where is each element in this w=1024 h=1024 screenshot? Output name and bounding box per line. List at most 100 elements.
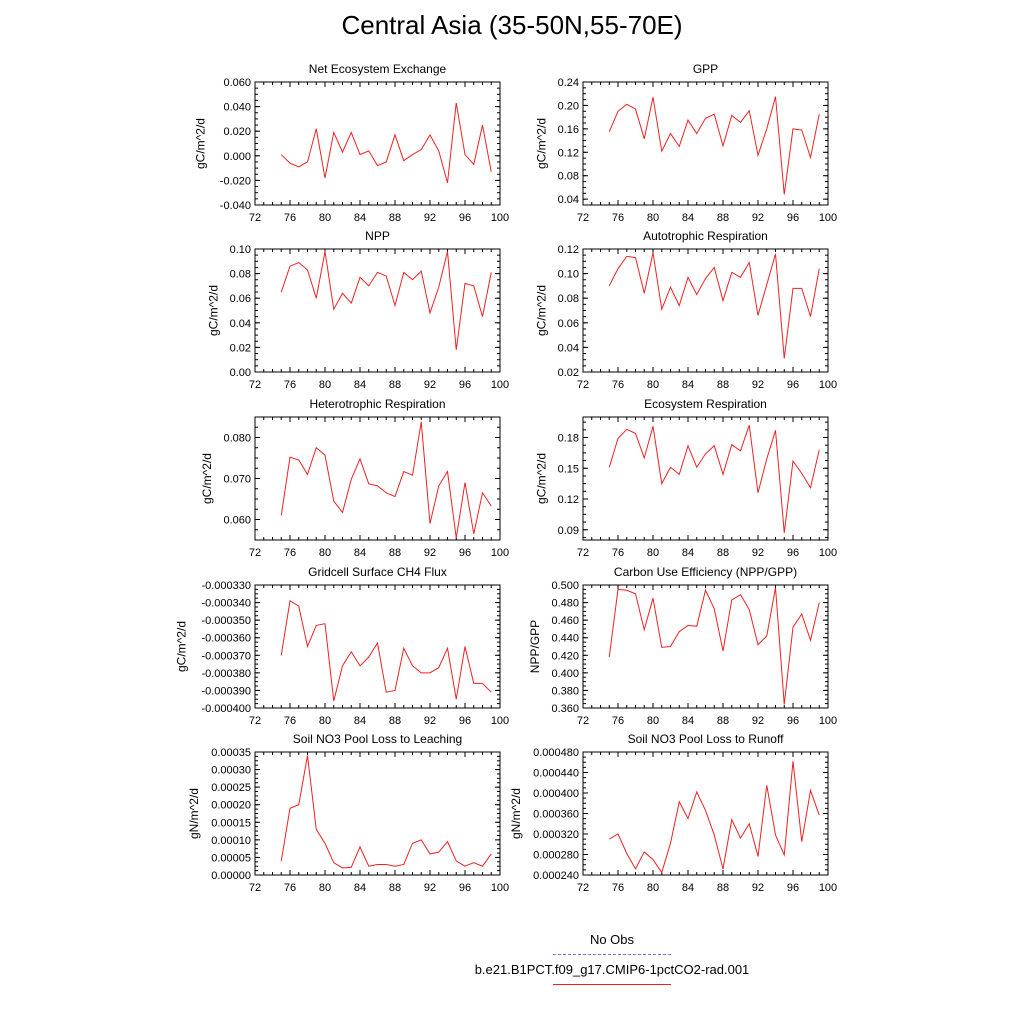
y-axis-label: gC/m^2/d	[206, 285, 220, 336]
x-tick-label: 84	[682, 882, 694, 894]
y-tick-label: 0.04	[230, 318, 251, 330]
y-axis-label: gN/m^2/d	[509, 788, 523, 839]
x-tick-label: 72	[577, 547, 589, 559]
x-tick-label: 88	[717, 882, 729, 894]
plot-frame	[254, 416, 501, 541]
series-line	[280, 755, 492, 869]
series-line	[280, 599, 492, 702]
x-tick-label: 96	[787, 547, 799, 559]
series-line	[608, 252, 820, 359]
y-tick-label: 0.00	[230, 367, 251, 379]
y-tick-label: 0.12	[558, 147, 579, 159]
panel-title: Heterotrophic Respiration	[309, 397, 445, 411]
y-tick-label: 0.420	[551, 650, 579, 662]
x-tick-label: 76	[284, 212, 296, 224]
x-tick-label: 72	[249, 882, 261, 894]
chart-panel-10: 72 76 80 84 88 92 96 100 0.000240 0.000280 0.00032…	[509, 732, 837, 894]
panel-title: Soil NO3 Pool Loss to Leaching	[293, 732, 462, 746]
x-tick-label: 80	[647, 547, 659, 559]
x-tick-label: 80	[319, 212, 331, 224]
y-tick-label: 0.09	[558, 525, 579, 537]
panel-title: Gridcell Surface CH4 Flux	[308, 565, 447, 579]
x-tick-label: 72	[249, 379, 261, 391]
y-axis-label: gC/m^2/d	[534, 118, 548, 169]
y-tick-label: 0.000440	[533, 768, 579, 780]
x-tick-label: 96	[459, 882, 471, 894]
x-tick-label: 96	[459, 547, 471, 559]
y-tick-label: 0.060	[223, 77, 251, 89]
chart-panel-6: 72 76 80 84 88 92 96 100 0.09 0.12 0.15 0.18 Ecosyst…	[534, 397, 837, 559]
x-tick-label: 76	[612, 379, 624, 391]
y-tick-label: 0.00005	[211, 852, 251, 864]
x-tick-label: 84	[682, 715, 694, 727]
panel-title: Carbon Use Efficiency (NPP/GPP)	[614, 565, 797, 579]
panel-title: Soil NO3 Pool Loss to Runoff	[628, 732, 785, 746]
x-tick-label: 76	[612, 882, 624, 894]
y-tick-label: 0.00035	[211, 747, 251, 759]
y-tick-label: -0.000360	[201, 633, 251, 645]
y-tick-label: 0.04	[558, 194, 579, 206]
x-tick-label: 76	[284, 882, 296, 894]
series-line	[608, 96, 820, 195]
y-tick-label: 0.360	[551, 703, 579, 715]
panel-title: NPP	[365, 229, 390, 243]
y-tick-label: 0.12	[558, 244, 579, 256]
x-tick-label: 72	[577, 379, 589, 391]
x-tick-label: 88	[389, 212, 401, 224]
x-tick-label: 80	[319, 547, 331, 559]
x-tick-label: 96	[787, 212, 799, 224]
y-tick-label: 0.080	[223, 433, 251, 445]
x-tick-label: 72	[249, 212, 261, 224]
x-tick-label: 88	[389, 882, 401, 894]
y-tick-label: 0.08	[558, 171, 579, 183]
y-tick-label: 0.12	[558, 494, 579, 506]
y-axis-label: gC/m^2/d	[534, 453, 548, 504]
y-tick-label: -0.020	[220, 175, 251, 187]
y-tick-label: -0.000390	[201, 685, 251, 697]
y-tick-label: 0.20	[558, 100, 579, 112]
x-tick-label: 100	[819, 715, 837, 727]
figure-title: Central Asia (35-50N,55-70E)	[341, 10, 683, 40]
y-tick-label: 0.500	[551, 580, 579, 592]
x-tick-label: 72	[577, 882, 589, 894]
chart-panel-8: 72 76 80 84 88 92 96 100 0.360 0.380 0.400 0.420 0.4…	[528, 565, 837, 727]
x-tick-label: 72	[249, 547, 261, 559]
y-tick-label: 0.02	[230, 342, 251, 354]
x-tick-label: 100	[819, 212, 837, 224]
y-tick-label: 0.06	[230, 293, 251, 305]
y-tick-label: 0.02	[558, 367, 579, 379]
y-tick-label: -0.000330	[201, 580, 251, 592]
x-tick-label: 84	[682, 379, 694, 391]
x-tick-label: 76	[284, 379, 296, 391]
y-tick-label: 0.00020	[211, 800, 251, 812]
x-tick-label: 80	[319, 379, 331, 391]
x-tick-label: 96	[787, 882, 799, 894]
series-line	[608, 425, 820, 533]
y-tick-label: 0.480	[551, 598, 579, 610]
plot-frame	[254, 584, 501, 709]
legend-label-no-obs: No Obs	[589, 932, 635, 947]
chart-panel-5: 72 76 80 84 88 92 96 100 0.060 0.070 0.080 Heterotr…	[200, 397, 509, 559]
x-tick-label: 92	[424, 547, 436, 559]
y-tick-label: 0.000480	[533, 747, 579, 759]
x-tick-label: 84	[682, 212, 694, 224]
y-tick-label: -0.000350	[201, 615, 251, 627]
y-tick-label: 0.000400	[533, 788, 579, 800]
series-line	[280, 102, 492, 183]
y-tick-label: 0.000	[223, 151, 251, 163]
x-tick-label: 96	[787, 379, 799, 391]
y-axis-label: gC/m^2/d	[200, 453, 214, 504]
panel-title: GPP	[693, 62, 718, 76]
x-tick-label: 84	[354, 715, 366, 727]
legend-line-model-run	[553, 984, 671, 985]
x-tick-label: 88	[717, 547, 729, 559]
y-axis-label: gC/m^2/d	[534, 285, 548, 336]
y-tick-label: -0.000400	[201, 703, 251, 715]
chart-panel-2: 72 76 80 84 88 92 96 100 0.04 0.08 0.12 0.16 0.20 0.2…	[534, 62, 837, 224]
plot-frame	[254, 751, 501, 876]
chart-panel-4: 72 76 80 84 88 92 96 100 0.02 0.04 0.06 0.08 0.10 0.1…	[534, 229, 837, 391]
x-tick-label: 100	[819, 547, 837, 559]
panel-title: Net Ecosystem Exchange	[309, 62, 447, 76]
x-tick-label: 76	[612, 212, 624, 224]
